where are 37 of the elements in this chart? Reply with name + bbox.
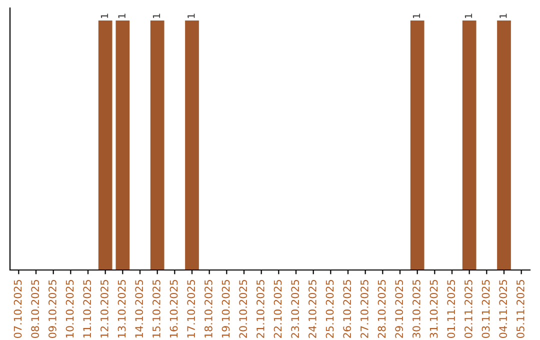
x-tick-label: 15.10.2025: [152, 280, 160, 338]
data-label: 1: [100, 14, 108, 18]
x-tick-label: 31.10.2025: [430, 280, 438, 338]
x-tick-label: 30.10.2025: [412, 280, 420, 338]
data-label: 1: [188, 14, 195, 18]
x-tick-label: 21.10.2025: [256, 280, 264, 338]
x-tick-label: 14.10.2025: [135, 280, 144, 338]
x-tick-label: 27.10.2025: [360, 280, 368, 338]
data-label: 1: [152, 14, 160, 18]
x-tick-label: 29.10.2025: [395, 280, 404, 338]
data-label: 1: [412, 14, 420, 18]
x-tick-label: 24.10.2025: [308, 280, 316, 338]
x-tick-label: 12.10.2025: [100, 280, 108, 338]
x-tick-label: 26.10.2025: [343, 280, 352, 338]
x-tick-label: 10.10.2025: [66, 280, 74, 338]
x-tick-label: 02.11.2025: [464, 280, 472, 338]
x-tick-label: 01.11.2025: [447, 280, 456, 338]
data-label: 1: [500, 14, 507, 18]
x-tick-label: 08.10.2025: [31, 280, 40, 338]
x-tick-label: 25.10.2025: [326, 280, 334, 338]
x-tick-label: 04.11.2025: [499, 280, 508, 338]
x-tick-label: 11.10.2025: [83, 280, 92, 338]
x-tick-label: 17.10.2025: [187, 280, 196, 338]
x-tick-label: 05.11.2025: [516, 280, 524, 338]
x-tick-label: 07.10.2025: [14, 280, 22, 338]
x-tick-label: 03.11.2025: [482, 280, 490, 338]
x-tick-label: 22.10.2025: [274, 280, 282, 338]
data-label: 1: [464, 14, 472, 18]
x-tick-label: 23.10.2025: [291, 280, 300, 338]
x-tick-label: 18.10.2025: [204, 280, 212, 338]
x-tick-label: 16.10.2025: [170, 280, 178, 338]
x-tick-label: 13.10.2025: [118, 280, 126, 338]
x-tick-label: 19.10.2025: [222, 280, 230, 338]
data-label: 1: [118, 14, 126, 18]
x-tick-label: 28.10.2025: [378, 280, 386, 338]
x-tick-label: 09.10.2025: [48, 280, 56, 338]
x-tick-label: 20.10.2025: [239, 280, 248, 338]
